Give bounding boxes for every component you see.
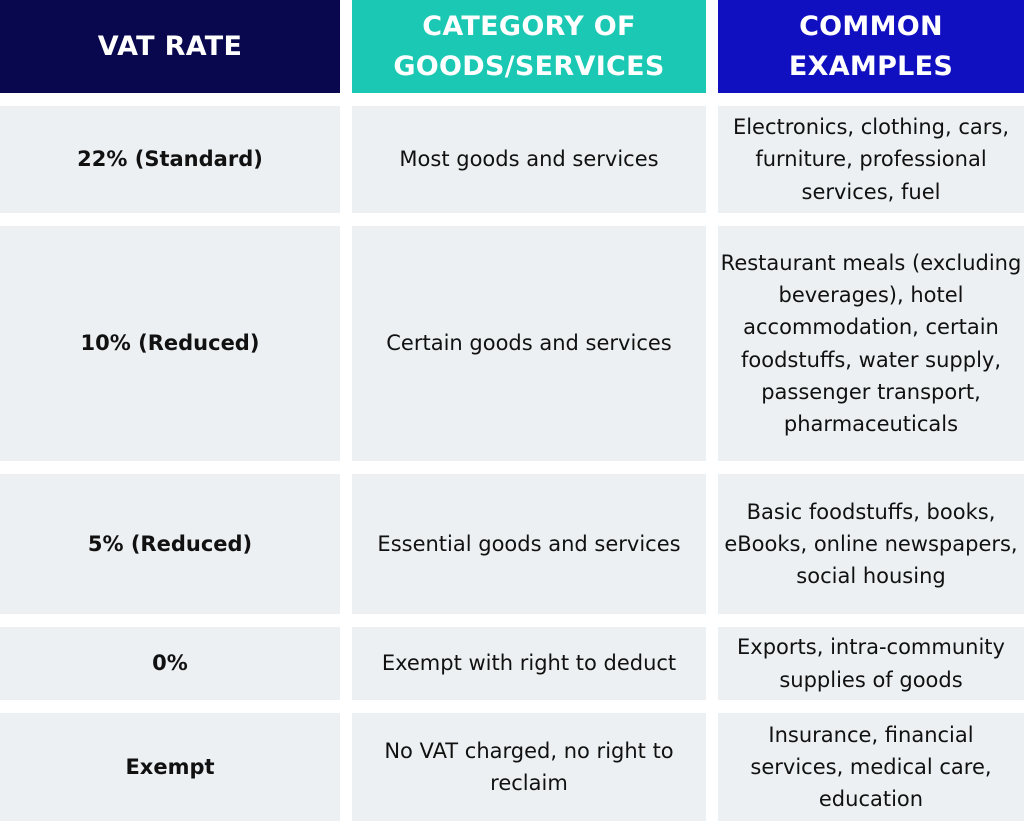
table-row-3-category: Essential goods and services — [352, 474, 706, 614]
table-row-4-category: Exempt with right to deduct — [352, 627, 706, 700]
examples-text: Insurance, financial services, medical c… — [750, 722, 992, 812]
table-row-4-rate: 0% — [0, 627, 340, 700]
rate-text: 5% (Reduced) — [87, 531, 253, 556]
category-text: Essential goods and services — [377, 531, 681, 556]
rate-text: 22% (Standard) — [77, 147, 263, 172]
table-row-1-examples: Electronics, clothing, cars, furniture, … — [718, 106, 1024, 213]
header-examples: COMMON EXAMPLES — [718, 0, 1024, 93]
table-row-1-category: Most goods and services — [352, 106, 706, 213]
examples-text: Electronics, clothing, cars, furniture, … — [732, 115, 1010, 204]
table-row-3-rate: 5% (Reduced) — [0, 474, 340, 614]
table-row-5-category: No VAT charged, no right to reclaim — [352, 713, 706, 821]
table-row-1-rate: 22% (Standard) — [0, 106, 340, 213]
category-text: Exempt with right to deduct — [381, 651, 677, 676]
header-vat-rate: VAT RATE — [0, 0, 340, 93]
category-text: Most goods and services — [399, 147, 659, 172]
header-label: COMMON EXAMPLES — [788, 10, 954, 82]
header-label: CATEGORY OF GOODS/SERVICES — [393, 10, 665, 82]
category-text: No VAT charged, no right to reclaim — [384, 738, 674, 795]
category-text: Certain goods and services — [386, 331, 672, 356]
rate-text: Exempt — [125, 754, 215, 779]
table-row-3-examples: Basic foodstuffs, books, eBooks, online … — [718, 474, 1024, 614]
examples-text: Basic foodstuffs, books, eBooks, online … — [724, 499, 1018, 589]
examples-text: Exports, intra-community supplies of goo… — [737, 635, 1005, 692]
header-label: VAT RATE — [97, 30, 243, 62]
table-row-4-examples: Exports, intra-community supplies of goo… — [718, 627, 1024, 700]
header-category: CATEGORY OF GOODS/SERVICES — [352, 0, 706, 93]
table-row-5-examples: Insurance, financial services, medical c… — [718, 713, 1024, 821]
rate-text: 10% (Reduced) — [80, 331, 260, 356]
table-row-2-rate: 10% (Reduced) — [0, 226, 340, 461]
table-row-5-rate: Exempt — [0, 713, 340, 821]
table-row-2-examples: Restaurant meals (excluding beverages), … — [718, 226, 1024, 461]
rate-text: 0% — [152, 651, 188, 676]
examples-text: Restaurant meals (excluding beverages), … — [720, 250, 1022, 437]
table-row-2-category: Certain goods and services — [352, 226, 706, 461]
